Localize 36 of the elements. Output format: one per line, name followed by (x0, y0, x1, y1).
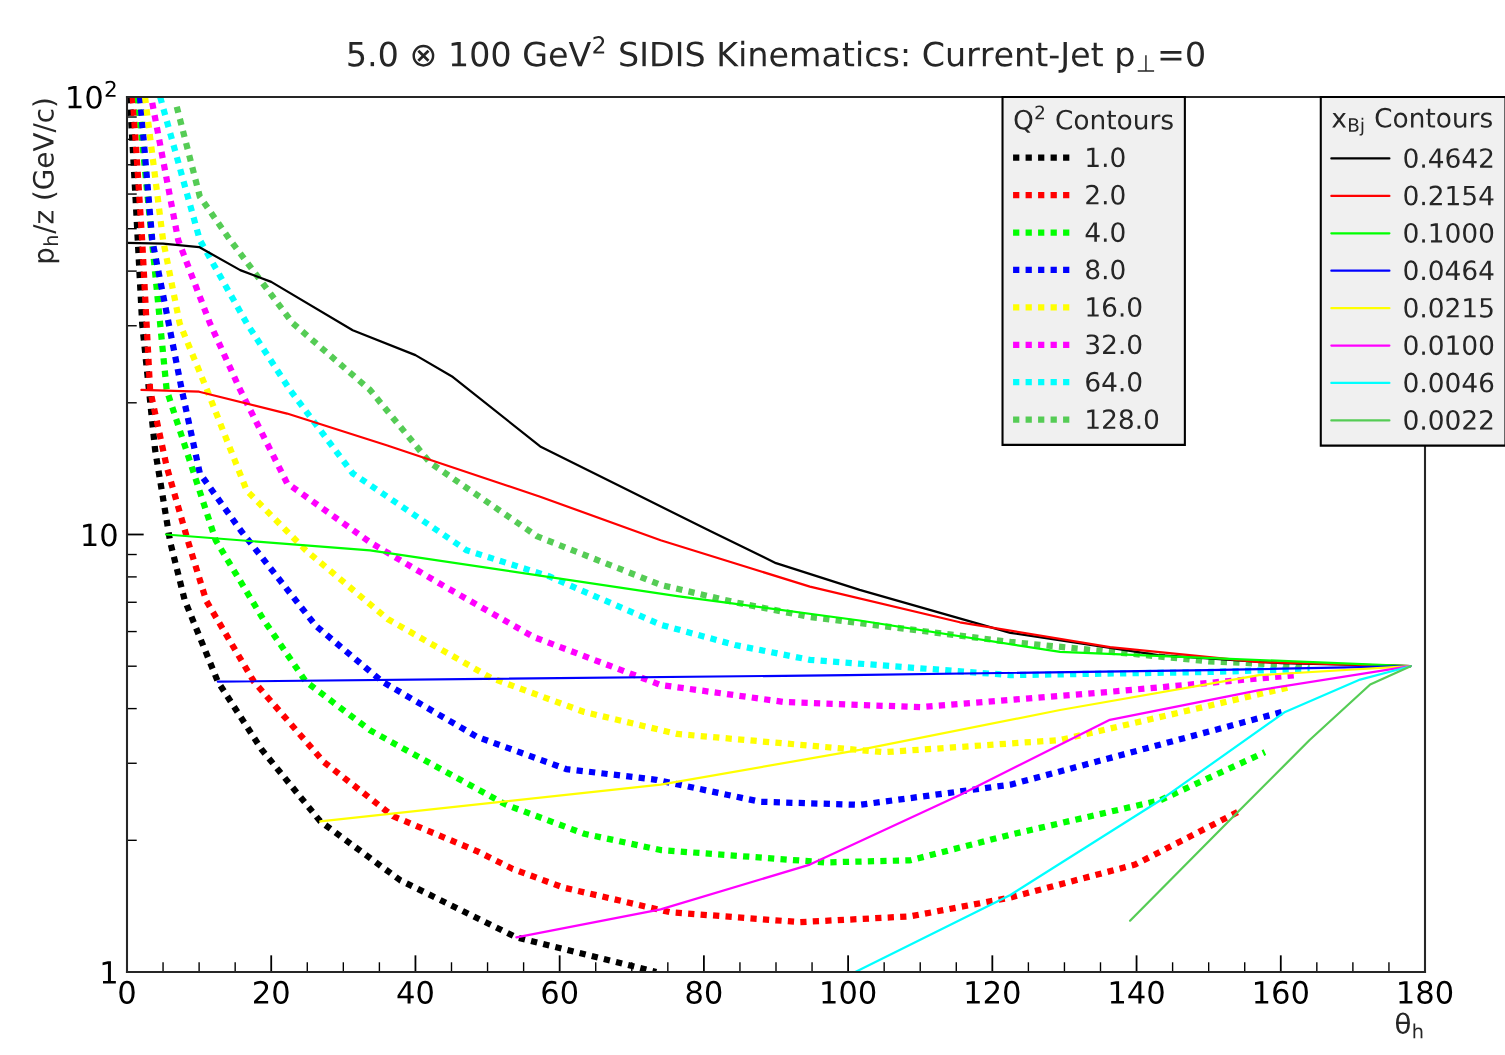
x-tick-label: 140 (1110, 980, 1164, 1004)
legend-label: 0.0022 (1404, 410, 1493, 430)
legend-label: 0.1000 (1404, 222, 1494, 243)
y-tick-label: 1 (102, 961, 116, 984)
x-tick-label: 60 (542, 980, 578, 1004)
x-axis-title: θ$_{h}$ (1395, 1012, 1423, 1039)
legend-label: 0.0046 (1404, 372, 1494, 393)
line-series (1128, 665, 1412, 922)
x-tick-label: 160 (1254, 980, 1308, 1004)
x-tick-label: 40 (397, 980, 433, 1004)
x-tick-label: 20 (254, 980, 289, 1004)
y-axis-title: p$_{h}$/z (GeV/c) (32, 99, 60, 263)
legend-label: 8.0 (1086, 259, 1125, 280)
legend-label: 0.0215 (1404, 297, 1493, 318)
legend-label: 1.0 (1087, 147, 1125, 168)
chart-title: 5.0 ⊗ 100 GeV$^{2}$ SIDIS Kinematics: Current-Jet p$_{⊥}$=0 (348, 36, 1204, 74)
text: Q$^{2}$ Contours (1014, 105, 1173, 133)
legend-label: 128.0 (1087, 409, 1159, 430)
legend-label: 4.0 (1085, 222, 1125, 243)
legend-label: 64.0 (1086, 371, 1142, 392)
x-tick-label: 120 (966, 980, 1020, 1004)
x-tick-label: 80 (686, 980, 722, 1004)
legend-label: 0.0464 (1404, 260, 1494, 281)
legend-label: 16.0 (1087, 297, 1142, 317)
x-tick-label: 180 (1399, 980, 1453, 1004)
y-tick-label: 10 (83, 523, 117, 547)
legend-label: 2.0 (1086, 184, 1125, 205)
x-tick-label: 0 (119, 980, 135, 1004)
text: x$_{Bj}$ Contours (1332, 107, 1492, 136)
legend-label: 0.2154 (1404, 185, 1494, 206)
x-tick-label: 100 (822, 980, 876, 1004)
legend-label: 32.0 (1086, 334, 1142, 355)
line-series (515, 665, 1412, 939)
legend-label: 0.4642 (1404, 148, 1493, 169)
y-tick-label: 10$^{2}$ (68, 80, 116, 109)
legend-label: 0.0100 (1404, 335, 1494, 356)
